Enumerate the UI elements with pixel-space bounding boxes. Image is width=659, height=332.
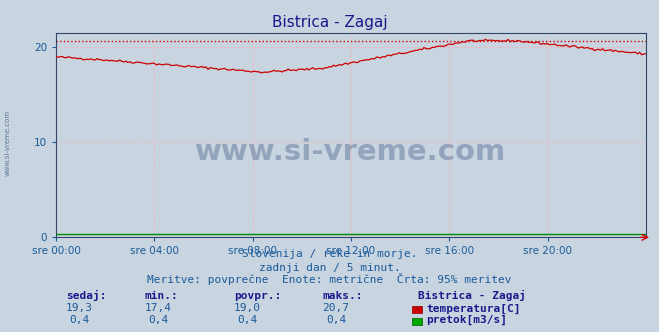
Text: 20,7: 20,7 [323,303,349,313]
Text: pretok[m3/s]: pretok[m3/s] [426,315,507,325]
Text: povpr.:: povpr.: [234,291,281,301]
Text: 0,4: 0,4 [237,315,257,325]
Text: Bistrica - Zagaj: Bistrica - Zagaj [418,290,527,301]
Text: www.si-vreme.com: www.si-vreme.com [195,138,507,166]
Text: Slovenija / reke in morje.: Slovenija / reke in morje. [242,249,417,259]
Text: 19,3: 19,3 [66,303,92,313]
Text: temperatura[C]: temperatura[C] [426,303,521,314]
Text: min.:: min.: [145,291,179,301]
Text: 0,4: 0,4 [148,315,168,325]
Text: www.si-vreme.com: www.si-vreme.com [5,110,11,176]
Text: 17,4: 17,4 [145,303,171,313]
Text: 0,4: 0,4 [326,315,346,325]
Text: 0,4: 0,4 [69,315,89,325]
Text: sedaj:: sedaj: [66,290,106,301]
Text: Meritve: povprečne  Enote: metrične  Črta: 95% meritev: Meritve: povprečne Enote: metrične Črta:… [147,273,512,285]
Text: maks.:: maks.: [323,291,363,301]
Text: Bistrica - Zagaj: Bistrica - Zagaj [272,15,387,30]
Text: 19,0: 19,0 [234,303,260,313]
Text: zadnji dan / 5 minut.: zadnji dan / 5 minut. [258,263,401,273]
